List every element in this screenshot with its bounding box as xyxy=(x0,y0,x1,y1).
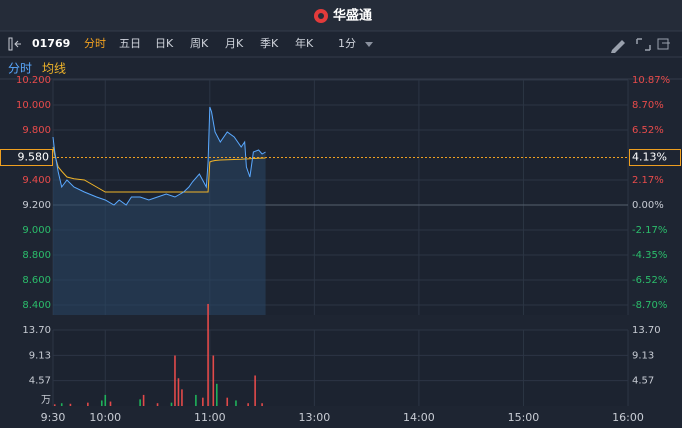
x-tick-label: 16:00 xyxy=(612,411,644,424)
volume-bar xyxy=(139,399,141,406)
volume-bar xyxy=(69,403,72,406)
x-tick-label: 10:00 xyxy=(89,411,121,424)
logo-icon-inner xyxy=(318,13,324,19)
tab[interactable]: 年K xyxy=(295,36,314,50)
volume-unit: 万 xyxy=(41,395,51,406)
volume-bar xyxy=(177,378,180,406)
y-tick-label: 9.800 xyxy=(22,125,51,136)
volume-bar xyxy=(261,403,263,406)
top-bar xyxy=(0,0,682,31)
y2-tick-label: 6.52% xyxy=(632,125,664,136)
back-arrow[interactable] xyxy=(14,40,21,48)
volume-bar xyxy=(142,394,145,406)
volume-tick-label: 4.57 xyxy=(29,376,51,387)
y2-tick-label: 10.87% xyxy=(632,75,670,86)
y-tick-label: 10.000 xyxy=(16,100,51,111)
volume-bar xyxy=(254,375,256,406)
volume-bar xyxy=(226,397,229,406)
volume-bar xyxy=(87,402,89,406)
volume-bar xyxy=(212,355,215,406)
y-tick-label: 8.800 xyxy=(22,250,51,261)
price-area xyxy=(53,107,266,315)
volume-bar xyxy=(156,403,159,406)
y-tick-label: 9.400 xyxy=(22,175,51,186)
volume-bar xyxy=(195,394,197,406)
volume-bar xyxy=(60,403,63,406)
settings-icon[interactable] xyxy=(657,38,670,50)
tab[interactable]: 五日 xyxy=(119,37,141,50)
y-tick-label: 8.400 xyxy=(22,300,51,311)
x-tick-label: 11:00 xyxy=(194,411,226,424)
x-tick-label: 9:30 xyxy=(41,411,66,424)
volume-tick-label: 9.13 xyxy=(29,350,51,361)
y2-tick-label: -8.70% xyxy=(632,300,667,311)
volume-bar xyxy=(215,383,218,406)
volume-bar xyxy=(235,400,237,406)
price-line xyxy=(52,146,266,193)
tab[interactable]: 月K xyxy=(225,37,244,50)
y2-tick-label: -4.35% xyxy=(632,250,667,261)
tab[interactable]: 日K xyxy=(155,37,174,50)
volume-bar xyxy=(53,404,56,406)
y-tick-label: 9.000 xyxy=(22,225,51,236)
volume-bar xyxy=(207,303,209,406)
tab[interactable]: 分时 xyxy=(84,37,106,50)
period-select[interactable]: 1分 xyxy=(338,37,356,50)
y2-tick-label: 0.00% xyxy=(632,200,664,211)
x-tick-label: 13:00 xyxy=(299,411,331,424)
expand-icon[interactable] xyxy=(636,38,651,51)
volume-tick-label: 13.70 xyxy=(22,325,51,336)
volume-bar xyxy=(202,397,204,406)
last-price-box xyxy=(0,149,53,166)
y-tick-label: 8.600 xyxy=(22,275,51,286)
last-price-label: 9.580 xyxy=(18,151,50,164)
back-icon[interactable] xyxy=(8,37,13,51)
volume-bar xyxy=(181,389,183,406)
volume-tick-label: 4.57 xyxy=(632,376,654,387)
y2-tick-label: 8.70% xyxy=(632,100,664,111)
y2-tick-label: 2.17% xyxy=(632,175,664,186)
volume-bar xyxy=(104,394,107,406)
price-line xyxy=(52,106,266,206)
volume-tick-label: 13.70 xyxy=(632,325,661,336)
stock-code: 01769 xyxy=(32,37,70,50)
x-tick-label: 15:00 xyxy=(508,411,540,424)
volume-bar xyxy=(109,401,112,406)
last-change-label: 4.13% xyxy=(632,151,667,164)
legend-price: 分时 xyxy=(8,62,32,76)
volume-bar xyxy=(170,402,173,406)
dropdown-arrow[interactable] xyxy=(365,42,373,47)
volume-bar xyxy=(100,400,103,406)
last-change-box xyxy=(629,149,681,167)
y2-tick-label: -2.17% xyxy=(632,225,667,236)
y-tick-label: 10.200 xyxy=(16,75,51,86)
tab[interactable]: 周K xyxy=(190,37,209,50)
tab[interactable]: 季K xyxy=(260,37,279,50)
y2-tick-label: -6.52% xyxy=(632,275,667,286)
volume-tick-label: 9.13 xyxy=(632,350,654,361)
edit-icon[interactable] xyxy=(611,40,625,53)
x-tick-label: 14:00 xyxy=(403,411,435,424)
volume-panel xyxy=(53,330,628,406)
app-title: 华盛通 xyxy=(333,8,372,24)
legend-average: 均线 xyxy=(42,62,66,76)
volume-bar xyxy=(174,355,176,406)
volume-bar xyxy=(247,403,249,406)
y-tick-label: 9.200 xyxy=(22,200,51,211)
